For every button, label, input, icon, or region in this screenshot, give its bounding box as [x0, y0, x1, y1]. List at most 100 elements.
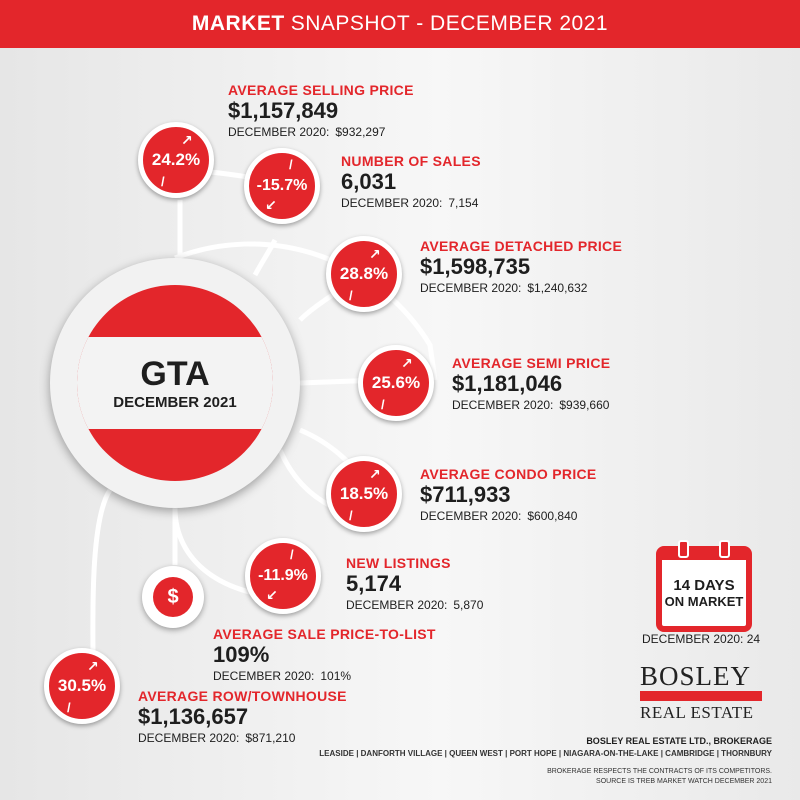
prev-label: DECEMBER 2020:: [420, 509, 522, 523]
prev-label: DECEMBER 2020:: [213, 669, 315, 683]
page-header: MARKET SNAPSHOT - DECEMBER 2021: [0, 0, 800, 48]
stat-label: AVERAGE ROW/TOWNHOUSE: [138, 688, 347, 704]
prev-label: DECEMBER 2020:: [341, 196, 443, 210]
gta-hub-band: GTA DECEMBER 2021: [77, 337, 273, 429]
days-on-market-value: 14 DAYS: [673, 577, 735, 594]
change-badge-avg-row: ↗ 30.5% /: [44, 648, 120, 724]
prev-value: $1,240,632: [527, 281, 588, 295]
change-badge-num-sales: / -15.7% ↙: [244, 148, 320, 224]
prev-value: 101%: [320, 669, 352, 683]
arrow-up-icon: ↗: [369, 466, 381, 482]
stat-prev: DECEMBER 2020: 5,870: [346, 598, 483, 612]
stat-sale-to-list: AVERAGE SALE PRICE-TO-LIST 109% DECEMBER…: [213, 626, 436, 683]
stat-prev: DECEMBER 2020: $932,297: [228, 125, 414, 139]
stat-value: 5,174: [346, 571, 402, 596]
bosley-logo: BOSLEY REAL ESTATE: [640, 662, 762, 723]
stat-value: 6,031: [341, 169, 397, 194]
stat-label: AVERAGE CONDO PRICE: [420, 466, 597, 482]
dollar-icon: $: [153, 577, 193, 617]
change-value: -11.9%: [258, 567, 308, 584]
stat-prev: DECEMBER 2020: $1,240,632: [420, 281, 622, 295]
stat-value: 109%: [213, 642, 270, 667]
slash-icon: /: [349, 508, 353, 523]
stat-value: $1,181,046: [452, 371, 563, 396]
hub-subtitle: DECEMBER 2021: [113, 393, 237, 411]
prev-value: $871,210: [245, 731, 296, 745]
calendar-ring-icon: [678, 540, 689, 558]
arrow-down-icon: ↙: [266, 587, 278, 603]
stat-label: NUMBER OF SALES: [341, 153, 481, 169]
slash-icon: /: [381, 397, 385, 412]
arrow-down-icon: ↙: [265, 197, 277, 213]
change-badge-avg-condo: ↗ 18.5% /: [326, 456, 402, 532]
calendar-icon: 14 DAYS ON MARKET: [656, 540, 752, 632]
stat-prev: DECEMBER 2020: $600,840: [420, 509, 597, 523]
hub-title: GTA: [140, 354, 210, 393]
prev-value: $939,660: [559, 398, 610, 412]
slash-icon: /: [349, 288, 353, 303]
slash-icon: /: [67, 700, 71, 715]
footer-disclaimer: BROKERAGE RESPECTS THE CONTRACTS OF ITS …: [547, 768, 772, 775]
stat-label: AVERAGE SELLING PRICE: [228, 82, 414, 98]
header-bold: MARKET: [191, 12, 285, 35]
change-value: 28.8%: [339, 264, 389, 283]
days-on-market-label: ON MARKET: [664, 594, 744, 609]
change-badge-avg-semi: ↗ 25.6% /: [358, 345, 434, 421]
stat-prev: DECEMBER 2020: 7,154: [341, 196, 481, 210]
stat-avg-semi: AVERAGE SEMI PRICE $1,181,046 DECEMBER 2…: [452, 355, 610, 412]
stat-new-listings: NEW LISTINGS 5,174 DECEMBER 2020: 5,870: [346, 555, 483, 612]
stat-label: AVERAGE SEMI PRICE: [452, 355, 611, 371]
arrow-up-icon: ↗: [369, 246, 381, 262]
footer-company: BOSLEY REAL ESTATE LTD., BROKERAGE: [586, 736, 772, 746]
stat-avg-row: AVERAGE ROW/TOWNHOUSE $1,136,657 DECEMBE…: [138, 688, 347, 745]
prev-label: DECEMBER 2020:: [420, 281, 522, 295]
logo-bar: [640, 691, 762, 701]
arrow-up-icon: ↗: [87, 658, 99, 674]
stat-num-sales: NUMBER OF SALES 6,031 DECEMBER 2020: 7,15…: [341, 153, 481, 210]
change-value: 30.5%: [57, 676, 107, 695]
header-title: SNAPSHOT - DECEMBER 2021: [290, 12, 609, 35]
calendar-ring-icon: [719, 540, 730, 558]
change-value: 18.5%: [339, 484, 389, 503]
stat-avg-condo: AVERAGE CONDO PRICE $711,933 DECEMBER 20…: [420, 466, 597, 523]
stat-avg-detached: AVERAGE DETACHED PRICE $1,598,735 DECEMB…: [420, 238, 622, 295]
stat-label: NEW LISTINGS: [346, 555, 451, 571]
stat-value: $1,157,849: [228, 98, 339, 123]
prev-value: $600,840: [527, 509, 578, 523]
arrow-up-icon: ↗: [401, 355, 413, 371]
footer-locations: LEASIDE | DANFORTH VILLAGE | QUEEN WEST …: [319, 749, 772, 758]
prev-label: DECEMBER 2020:: [228, 125, 330, 139]
stat-label: AVERAGE DETACHED PRICE: [420, 238, 623, 254]
stat-prev: DECEMBER 2020: 101%: [213, 669, 436, 683]
gta-hub-ring: GTA DECEMBER 2021: [77, 285, 273, 481]
change-badge-avg-selling: ↗ 24.2% /: [138, 122, 214, 198]
change-value: 25.6%: [371, 373, 421, 392]
change-badge-new-listings: / -11.9% ↙: [245, 538, 321, 614]
logo-line2: REAL ESTATE: [640, 703, 754, 722]
stat-prev: DECEMBER 2020: $939,660: [452, 398, 610, 412]
prev-label: DECEMBER 2020:: [452, 398, 554, 412]
prev-value: 5,870: [453, 598, 484, 612]
days-on-market-prev: DECEMBER 2020: 24: [642, 632, 761, 646]
prev-label: DECEMBER 2020:: [346, 598, 448, 612]
stat-label: AVERAGE SALE PRICE-TO-LIST: [213, 626, 436, 642]
stat-avg-selling: AVERAGE SELLING PRICE $1,157,849 DECEMBE…: [228, 82, 414, 139]
prev-value: $932,297: [335, 125, 386, 139]
prev-label: DECEMBER 2020:: [138, 731, 240, 745]
slash-icon: /: [290, 547, 294, 562]
dollar-badge: $: [142, 566, 204, 628]
gta-hub: GTA DECEMBER 2021: [50, 258, 300, 508]
footer-source: SOURCE IS TREB MARKET WATCH DECEMBER 202…: [596, 778, 772, 785]
arrow-up-icon: ↗: [181, 132, 193, 148]
change-value: 24.2%: [151, 150, 201, 169]
change-badge-avg-detached: ↗ 28.8% /: [326, 236, 402, 312]
prev-value: 7,154: [448, 196, 479, 210]
change-value: -15.7%: [256, 177, 308, 194]
stat-value: $711,933: [420, 482, 511, 507]
stat-prev: DECEMBER 2020: $871,210: [138, 731, 347, 745]
stat-value: $1,136,657: [138, 704, 249, 729]
slash-icon: /: [289, 157, 293, 172]
stat-value: $1,598,735: [420, 254, 531, 279]
slash-icon: /: [161, 174, 165, 189]
logo-line1: BOSLEY: [640, 661, 752, 691]
